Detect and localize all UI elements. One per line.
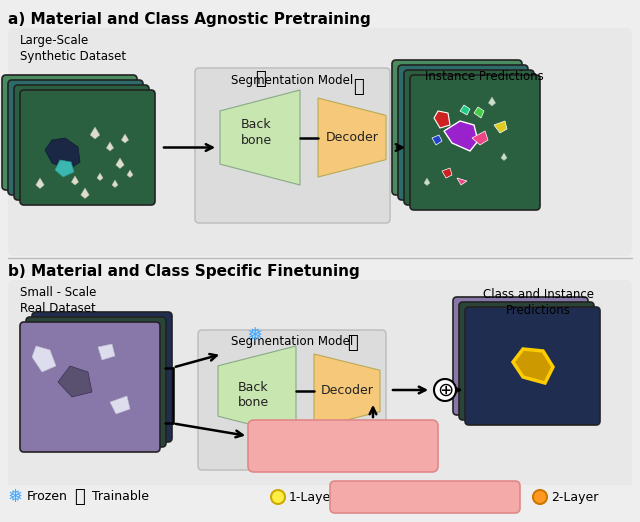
Polygon shape [434, 111, 450, 128]
Polygon shape [112, 180, 118, 187]
FancyBboxPatch shape [0, 485, 640, 522]
FancyBboxPatch shape [465, 307, 600, 425]
Circle shape [533, 490, 547, 504]
Text: Segmentation Model: Segmentation Model [231, 335, 353, 348]
Polygon shape [424, 178, 430, 185]
Text: Trainable: Trainable [92, 491, 149, 504]
Polygon shape [501, 153, 507, 160]
Polygon shape [98, 344, 115, 360]
Polygon shape [32, 346, 56, 372]
FancyBboxPatch shape [20, 322, 160, 452]
Text: 🔥: 🔥 [353, 78, 364, 96]
Text: or: or [337, 442, 349, 455]
Polygon shape [122, 134, 129, 143]
Text: Instance Predictions: Instance Predictions [424, 70, 543, 83]
Polygon shape [513, 349, 553, 383]
FancyBboxPatch shape [14, 85, 149, 200]
FancyBboxPatch shape [32, 312, 172, 442]
FancyBboxPatch shape [330, 481, 520, 513]
Polygon shape [472, 131, 488, 145]
Text: 🔥: 🔥 [74, 488, 84, 506]
FancyBboxPatch shape [248, 420, 438, 472]
Text: Class and Instance
Predictions: Class and Instance Predictions [483, 288, 594, 317]
Polygon shape [36, 178, 44, 188]
FancyBboxPatch shape [410, 75, 540, 210]
Polygon shape [106, 142, 114, 151]
Text: Arbitrary Mixture Model 🔥: Arbitrary Mixture Model 🔥 [268, 426, 419, 439]
FancyBboxPatch shape [398, 65, 528, 200]
Polygon shape [90, 357, 108, 373]
Polygon shape [55, 160, 74, 177]
Polygon shape [62, 328, 82, 342]
Text: Decoder: Decoder [321, 385, 373, 397]
Polygon shape [432, 135, 442, 145]
Text: Back
bone: Back bone [241, 118, 271, 147]
Polygon shape [494, 121, 507, 133]
Polygon shape [50, 335, 78, 361]
Text: 🔥: 🔥 [348, 334, 358, 352]
Polygon shape [90, 127, 100, 139]
Polygon shape [97, 173, 103, 181]
Polygon shape [314, 354, 380, 428]
Text: Back
bone: Back bone [237, 381, 269, 409]
Text: Small - Scale
Real Dataset: Small - Scale Real Dataset [20, 286, 97, 315]
Text: Gaussian Mixture Model🔥: Gaussian Mixture Model🔥 [355, 492, 495, 502]
Text: ❅: ❅ [8, 488, 23, 506]
FancyBboxPatch shape [8, 280, 632, 492]
FancyBboxPatch shape [198, 330, 386, 470]
Polygon shape [72, 176, 79, 185]
Text: 🔥: 🔥 [255, 70, 266, 88]
FancyBboxPatch shape [459, 302, 594, 420]
Text: ❅: ❅ [247, 326, 263, 345]
Polygon shape [116, 158, 124, 169]
Polygon shape [81, 188, 89, 198]
Text: Gaussian Mixture Model🔥: Gaussian Mixture Model🔥 [269, 455, 417, 468]
Polygon shape [58, 366, 92, 397]
FancyBboxPatch shape [8, 28, 632, 256]
Text: Large-Scale
Synthetic Dataset: Large-Scale Synthetic Dataset [20, 34, 126, 63]
Polygon shape [45, 138, 80, 170]
Polygon shape [460, 105, 470, 115]
Text: a) Material and Class Agnostic Pretraining: a) Material and Class Agnostic Pretraini… [8, 12, 371, 27]
Text: ⊕: ⊕ [437, 381, 453, 399]
Text: Decoder: Decoder [326, 131, 378, 144]
Polygon shape [442, 168, 452, 178]
FancyBboxPatch shape [195, 68, 390, 223]
Polygon shape [220, 90, 300, 185]
FancyBboxPatch shape [453, 297, 588, 415]
FancyBboxPatch shape [8, 80, 143, 195]
Text: 2-Layer: 2-Layer [551, 491, 598, 504]
FancyBboxPatch shape [404, 70, 534, 205]
Polygon shape [474, 107, 484, 118]
Polygon shape [488, 97, 495, 106]
Polygon shape [318, 98, 386, 177]
Polygon shape [110, 396, 130, 414]
Circle shape [434, 379, 456, 401]
Polygon shape [444, 121, 478, 151]
Polygon shape [127, 170, 133, 177]
FancyBboxPatch shape [2, 75, 137, 190]
FancyBboxPatch shape [20, 90, 155, 205]
FancyBboxPatch shape [26, 317, 166, 447]
Polygon shape [457, 178, 467, 185]
Text: b) Material and Class Specific Finetuning: b) Material and Class Specific Finetunin… [8, 264, 360, 279]
Text: 1-Layer: 1-Layer [289, 491, 337, 504]
Text: Segmentation Model: Segmentation Model [232, 74, 354, 87]
Circle shape [271, 490, 285, 504]
Text: Frozen: Frozen [27, 491, 68, 504]
Polygon shape [218, 346, 296, 436]
FancyBboxPatch shape [392, 60, 522, 195]
